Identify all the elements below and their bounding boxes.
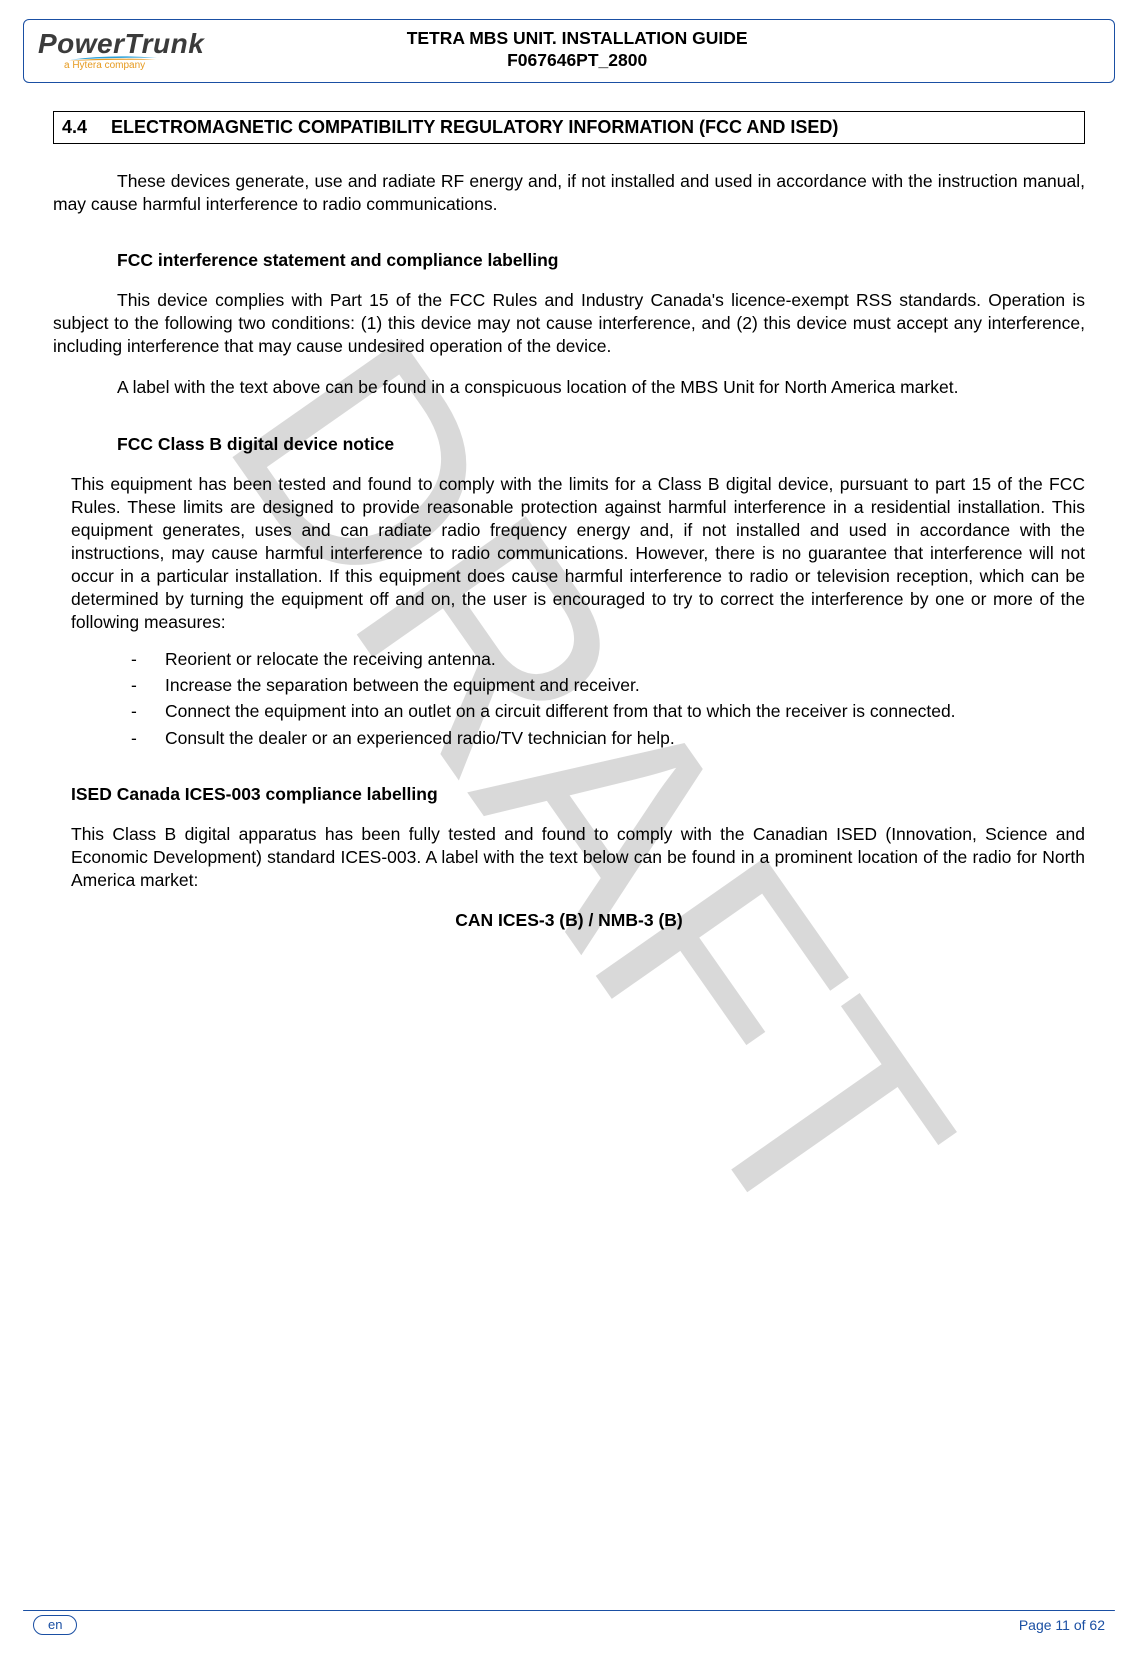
language-pill: en bbox=[33, 1615, 77, 1635]
fcc-classb-para: This equipment has been tested and found… bbox=[71, 473, 1085, 635]
intro-paragraph: These devices generate, use and radiate … bbox=[53, 170, 1085, 216]
doc-title-line1: TETRA MBS UNIT. INSTALLATION GUIDE bbox=[204, 28, 950, 50]
page-footer: en Page 11 of 62 bbox=[1, 1615, 1137, 1635]
list-item-text: Increase the separation between the equi… bbox=[165, 674, 1085, 697]
section-number: 4.4 bbox=[62, 117, 106, 138]
footer-rule bbox=[23, 1610, 1115, 1611]
list-item: -Increase the separation between the equ… bbox=[131, 674, 1085, 697]
dash-icon: - bbox=[131, 648, 165, 671]
page-number: Page 11 of 62 bbox=[1019, 1617, 1105, 1633]
section-heading-box: 4.4 ELECTROMAGNETIC COMPATIBILITY REGULA… bbox=[53, 111, 1085, 144]
list-item: -Reorient or relocate the receiving ante… bbox=[131, 648, 1085, 671]
page-header-frame: PowerTrunk a Hytera company TETRA MBS UN… bbox=[23, 19, 1115, 83]
fcc-interference-p1: This device complies with Part 15 of the… bbox=[53, 289, 1085, 358]
dash-icon: - bbox=[131, 700, 165, 723]
dash-icon: - bbox=[131, 674, 165, 697]
doc-title-line2: F067646PT_2800 bbox=[204, 50, 950, 72]
logo-wordmark: PowerTrunk bbox=[38, 30, 204, 58]
fcc-interference-heading: FCC interference statement and complianc… bbox=[117, 250, 1085, 271]
fcc-interference-p2: A label with the text above can be found… bbox=[53, 376, 1085, 399]
logo-subtext: a Hytera company bbox=[64, 60, 145, 71]
list-item: -Consult the dealer or an experienced ra… bbox=[131, 727, 1085, 750]
list-item-text: Reorient or relocate the receiving anten… bbox=[165, 648, 1085, 671]
logo: PowerTrunk a Hytera company bbox=[38, 30, 204, 71]
list-item-text: Connect the equipment into an outlet on … bbox=[165, 700, 1085, 723]
ised-para: This Class B digital apparatus has been … bbox=[71, 823, 1085, 892]
ised-label: CAN ICES-3 (B) / NMB-3 (B) bbox=[53, 910, 1085, 931]
list-item: -Connect the equipment into an outlet on… bbox=[131, 700, 1085, 723]
dash-icon: - bbox=[131, 727, 165, 750]
section-title: ELECTROMAGNETIC COMPATIBILITY REGULATORY… bbox=[111, 117, 838, 137]
fcc-classb-heading: FCC Class B digital device notice bbox=[117, 434, 1085, 455]
list-item-text: Consult the dealer or an experienced rad… bbox=[165, 727, 1085, 750]
ised-heading: ISED Canada ICES-003 compliance labellin… bbox=[71, 784, 1085, 805]
measures-list: -Reorient or relocate the receiving ante… bbox=[131, 648, 1085, 749]
doc-title: TETRA MBS UNIT. INSTALLATION GUIDE F0676… bbox=[204, 28, 950, 72]
